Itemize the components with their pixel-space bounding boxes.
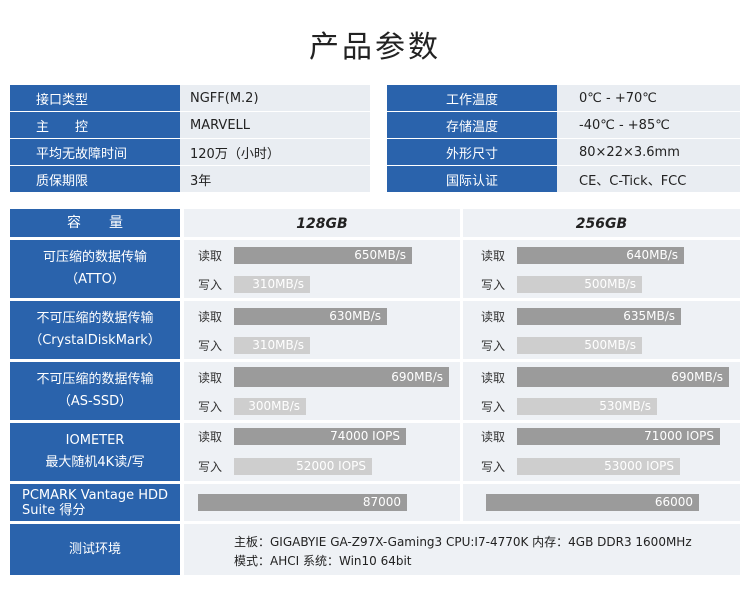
capacity-label: 容 量 [10, 209, 180, 237]
bar-256gb-read: 690MB/s [517, 367, 729, 387]
group-label-line1: 可压缩的数据传输 [42, 250, 147, 265]
spec-value: 120万（小时） [180, 139, 370, 165]
write-label: 写入 [481, 339, 506, 353]
write-label: 写入 [198, 339, 223, 353]
group-label-line1: IOMETER [65, 433, 125, 448]
group-label-line2: 最大随机4K读/写 [45, 455, 145, 470]
test-environment-line1: 主板：GIGABYIE GA-Z97X-Gaming3 CPU:I7-4770K… [234, 535, 692, 549]
test-environment-line2: 模式：AHCI 系统：Win10 64bit [234, 554, 412, 568]
group-label-line1: 不可压缩的数据传输 [36, 311, 154, 326]
write-label: 写入 [198, 278, 223, 292]
spec-row: 外形尺寸 80×22×3.6mm [387, 139, 740, 165]
group-label-line1: PCMARK Vantage HDD [22, 487, 169, 503]
group-label-line2: Suite 得分 [22, 502, 86, 518]
read-label: 读取 [481, 371, 506, 385]
spec-value: -40℃ - +85℃ [557, 112, 740, 138]
spec-row: 主 控 MARVELL [10, 112, 370, 138]
spec-value: 80×22×3.6mm [557, 139, 740, 165]
read-label: 读取 [481, 430, 506, 444]
bar-256gb-read: 640MB/s [517, 247, 684, 264]
column-header-256gb: 256GB [575, 216, 628, 232]
spec-label: 主 控 [10, 112, 180, 138]
row-divider [10, 298, 740, 301]
bar-128gb-read: 630MB/s [234, 308, 387, 325]
column-divider [460, 209, 463, 522]
test-environment-label: 测试环境 [10, 524, 180, 575]
read-label: 读取 [198, 430, 223, 444]
bar-128gb-write: 52000 IOPS [234, 458, 372, 475]
spec-value: CE、C-Tick、FCC [557, 166, 740, 192]
group-label-iometer: IOMETER 最大随机4K读/写 [10, 423, 180, 481]
spec-row: 质保期限 3年 [10, 166, 370, 192]
read-label: 读取 [198, 371, 223, 385]
write-label: 写入 [198, 460, 223, 474]
group-label-line2: （AS-SSD） [57, 394, 133, 409]
spec-label: 工作温度 [387, 85, 557, 111]
spec-row: 工作温度 0℃ - +70℃ [387, 85, 740, 111]
spec-value: NGFF(M.2) [180, 85, 370, 111]
read-label: 读取 [481, 249, 506, 263]
spec-value: 3年 [180, 166, 370, 192]
bar-128gb-write: 300MB/s [234, 398, 306, 415]
bar-256gb-pcmark: 66000 [486, 494, 699, 511]
row-divider [10, 481, 740, 484]
write-label: 写入 [481, 278, 506, 292]
spec-label: 存储温度 [387, 112, 557, 138]
write-label: 写入 [198, 400, 223, 414]
read-label: 读取 [198, 249, 223, 263]
read-label: 读取 [198, 310, 223, 324]
read-label: 读取 [481, 310, 506, 324]
bar-256gb-write: 500MB/s [517, 276, 642, 293]
bar-256gb-read: 71000 IOPS [517, 428, 720, 445]
spec-label: 接口类型 [10, 85, 180, 111]
group-label-as-ssd: 不可压缩的数据传输 （AS-SSD） [10, 362, 180, 420]
row-divider [10, 237, 740, 240]
group-label-atto: 可压缩的数据传输 （ATTO） [10, 240, 180, 298]
spec-value: MARVELL [180, 112, 370, 138]
column-header-128gb: 128GB [296, 216, 348, 232]
group-label-crystaldiskmark: 不可压缩的数据传输 （CrystalDiskMark） [10, 301, 180, 359]
spec-row: 平均无故障时间 120万（小时） [10, 139, 370, 165]
spec-row: 存储温度 -40℃ - +85℃ [387, 112, 740, 138]
bar-128gb-write: 310MB/s [234, 276, 310, 293]
spec-table-right: 工作温度 0℃ - +70℃ 存储温度 -40℃ - +85℃ 外形尺寸 80×… [387, 85, 740, 193]
bar-256gb-read: 635MB/s [517, 308, 681, 325]
page-title: 产品参数 [309, 30, 441, 65]
row-divider [10, 521, 740, 524]
group-label-line1: 不可压缩的数据传输 [36, 372, 154, 387]
column-divider [180, 209, 184, 575]
group-label-pcmark: PCMARK Vantage HDD Suite 得分 [10, 484, 180, 521]
spec-label: 平均无故障时间 [10, 139, 180, 165]
spec-row: 国际认证 CE、C-Tick、FCC [387, 166, 740, 192]
write-label: 写入 [481, 460, 506, 474]
spec-table-left: 接口类型 NGFF(M.2) 主 控 MARVELL 平均无故障时间 120万（… [10, 85, 370, 193]
spec-label: 外形尺寸 [387, 139, 557, 165]
bar-128gb-read: 650MB/s [234, 247, 412, 264]
bar-256gb-write: 530MB/s [517, 398, 657, 415]
row-divider [10, 420, 740, 423]
group-label-line2: （ATTO） [65, 272, 125, 287]
bar-256gb-write: 53000 IOPS [517, 458, 680, 475]
spec-label: 质保期限 [10, 166, 180, 192]
bar-256gb-write: 500MB/s [517, 337, 642, 354]
bar-128gb-read: 690MB/s [234, 367, 449, 387]
row-divider [10, 359, 740, 362]
bar-128gb-write: 310MB/s [234, 337, 310, 354]
spec-label: 国际认证 [387, 166, 557, 192]
bar-128gb-read: 74000 IOPS [234, 428, 406, 445]
write-label: 写入 [481, 400, 506, 414]
group-label-line2: （CrystalDiskMark） [29, 333, 161, 348]
spec-row: 接口类型 NGFF(M.2) [10, 85, 370, 111]
bar-128gb-pcmark: 87000 [198, 494, 407, 511]
spec-value: 0℃ - +70℃ [557, 85, 740, 111]
